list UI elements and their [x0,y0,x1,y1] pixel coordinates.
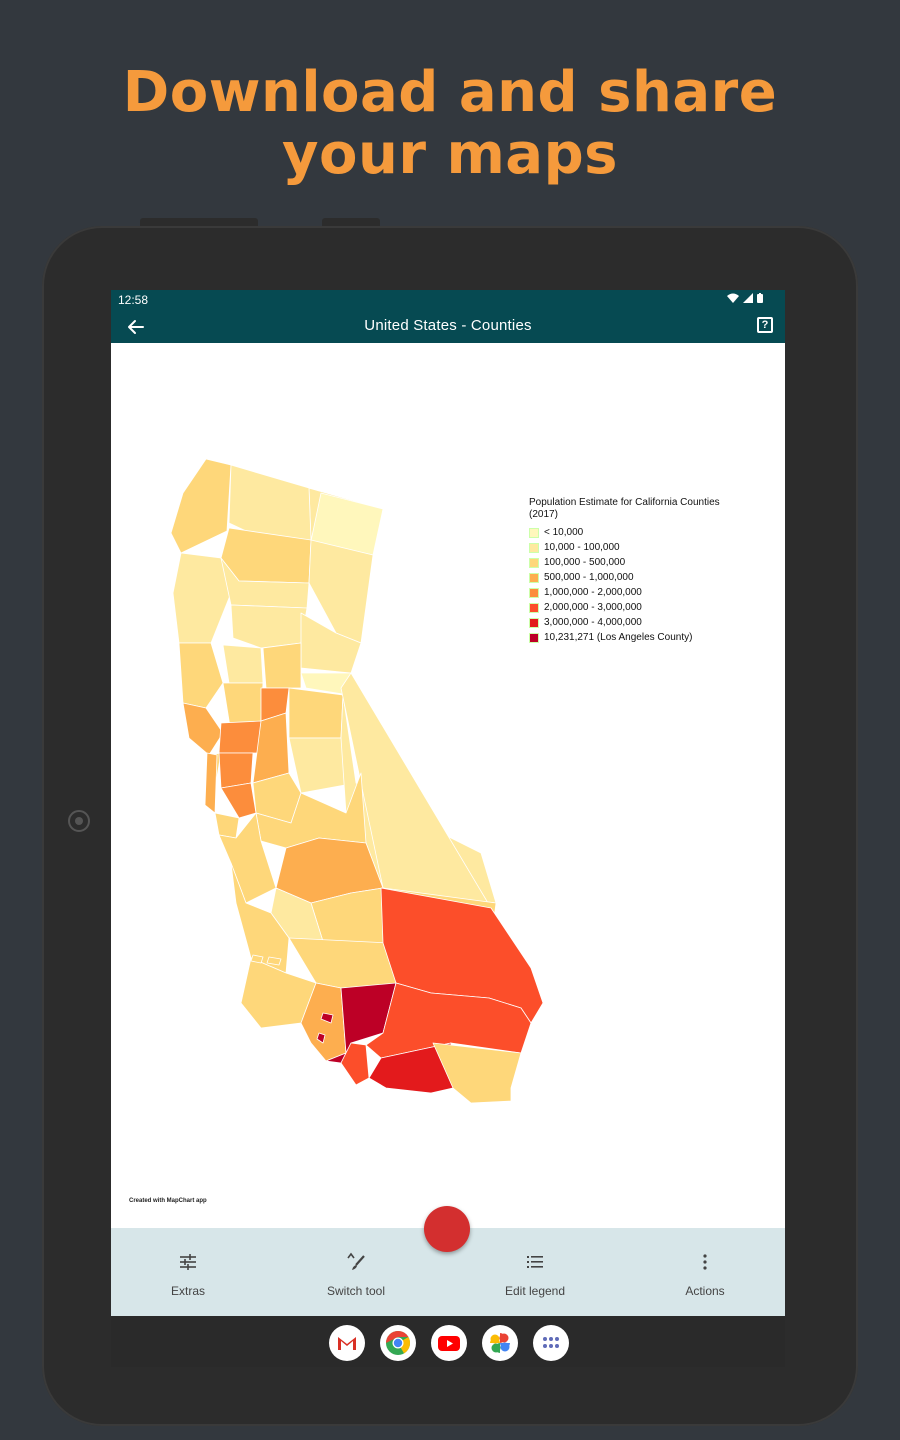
headline-line-2: your maps [281,122,618,187]
county-humboldt[interactable] [172,552,232,644]
county-san-francisco[interactable] [204,752,218,814]
legend-item: 1,000,000 - 2,000,000 [529,585,749,600]
island-santa-catalina[interactable] [320,1012,334,1024]
county-sonoma[interactable] [182,702,224,756]
county-sutter[interactable] [222,644,264,684]
youtube-icon[interactable] [431,1325,467,1361]
legend-swatch [529,632,539,643]
legend-item: 3,000,000 - 4,000,000 [529,615,749,630]
map-credit: Created with MapChart app [129,1198,207,1204]
legend-item: 2,000,000 - 3,000,000 [529,600,749,615]
wifi-icon [727,293,739,303]
county-santa-clara[interactable] [220,782,257,819]
gmail-icon[interactable] [329,1325,365,1361]
edit-legend-button[interactable]: Edit legend [465,1228,605,1316]
island-san-clemente[interactable] [316,1032,326,1044]
app-bar: United States - Counties ? [111,310,785,343]
legend-swatch [529,587,539,598]
county-alameda[interactable] [218,752,254,789]
legend-item: 100,000 - 500,000 [529,555,749,570]
county-tehama[interactable] [220,557,310,609]
legend-label: 10,231,271 (Los Angeles County) [544,632,693,643]
map-canvas[interactable]: Population Estimate for California Count… [111,343,785,1228]
legend-swatch [529,527,539,538]
actions-label: Actions [685,1284,725,1298]
chrome-icon[interactable] [380,1325,416,1361]
legend-item: < 10,000 [529,525,749,540]
legend-label: 3,000,000 - 4,000,000 [544,617,642,628]
legend-item: 10,231,271 (Los Angeles County) [529,630,749,645]
county-del-norte[interactable] [170,458,232,554]
legend-label: 500,000 - 1,000,000 [544,572,634,583]
signal-icon [743,293,753,303]
status-icons [727,293,763,303]
app-drawer-icon[interactable] [533,1325,569,1361]
switch-tool-button[interactable]: Switch tool [286,1228,426,1316]
edit-legend-label: Edit legend [504,1284,566,1298]
extras-label: Extras [170,1284,205,1298]
legend-label: 2,000,000 - 3,000,000 [544,602,642,613]
legend-label: 100,000 - 500,000 [544,557,626,568]
status-time: 12:58 [118,293,149,307]
volume-button [140,218,258,228]
help-box-icon[interactable]: ? [757,317,773,333]
status-bar: 12:58 [111,290,785,310]
county-san-luis-obispo[interactable] [230,862,290,974]
map-legend[interactable]: Population Estimate for California Count… [529,497,749,645]
camera-icon [68,810,90,832]
legend-title: Population Estimate for California Count… [529,497,720,520]
photos-icon[interactable] [482,1325,518,1361]
promo-headline: Download and share your maps [0,62,900,186]
sliders-icon [180,1254,196,1270]
legend-swatch [529,557,539,568]
legend-label: 10,000 - 100,000 [544,542,620,553]
actions-button[interactable]: Actions [635,1228,775,1316]
list-icon [527,1256,543,1268]
island-channel-1[interactable] [250,954,264,964]
legend-swatch [529,542,539,553]
county-santa-cruz[interactable] [214,812,240,839]
county-sierra-foothills[interactable] [288,687,344,739]
android-nav-bar [111,1316,785,1367]
switch-tool-label: Switch tool [326,1284,386,1298]
county-mendocino[interactable] [178,642,224,709]
island-channel-2[interactable] [266,956,282,966]
county-contra-costa[interactable] [218,720,262,754]
extras-button[interactable]: Extras [118,1228,258,1316]
fab-button[interactable] [424,1206,470,1252]
battery-icon [757,293,763,303]
page-title: United States - Counties [364,317,532,334]
headline-line-1: Download and share [122,60,778,125]
county-orange[interactable] [340,1042,370,1086]
county-butte[interactable] [230,604,308,649]
legend-swatch [529,602,539,613]
legend-swatch [529,572,539,583]
brush-icon [347,1252,365,1270]
county-merced[interactable] [255,772,367,849]
app-dock [329,1325,569,1361]
device-screen: 12:58 United States - Counties ? [111,290,785,1367]
county-siskiyou[interactable] [228,464,312,541]
legend-item: 10,000 - 100,000 [529,540,749,555]
legend-label: < 10,000 [544,527,584,538]
legend-label: 1,000,000 - 2,000,000 [544,587,642,598]
power-button [322,218,380,228]
california-county-map[interactable] [111,343,785,1228]
county-imperial[interactable] [432,1042,522,1104]
legend-item: 500,000 - 1,000,000 [529,570,749,585]
county-sacramento-area[interactable] [262,642,302,689]
more-vert-icon [703,1254,707,1270]
legend-swatch [529,617,539,628]
arrow-left-icon[interactable] [125,316,147,338]
